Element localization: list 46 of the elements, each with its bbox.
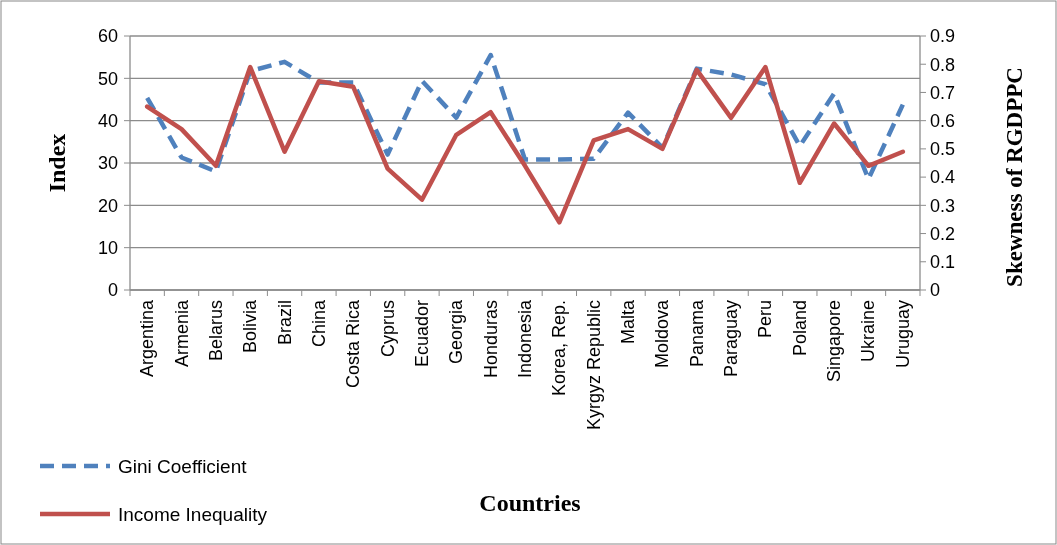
y2-tick-label: 0.1 — [930, 252, 956, 273]
y-tick-label: 40 — [97, 110, 118, 131]
x-tick-label: Costa Rica — [343, 299, 364, 389]
y-tick-label: 30 — [97, 153, 118, 174]
legend-label: Gini Coefficient — [118, 455, 248, 477]
x-tick-label: Bolivia — [240, 299, 261, 354]
legend-label: Income Inequality — [118, 503, 268, 525]
x-tick-label: Georgia — [446, 299, 467, 365]
x-tick-label: Brazil — [274, 300, 295, 346]
x-axis-title: Countries — [479, 490, 581, 516]
x-tick-label: Kyrgyz Republic — [583, 300, 604, 431]
y2-tick-label: 0.8 — [930, 54, 956, 75]
y2-tick-label: 0.9 — [930, 26, 956, 47]
x-tick-label: Ecuador — [411, 300, 432, 368]
x-tick-label: Korea, Rep. — [549, 300, 570, 397]
x-tick-label: Malta — [618, 299, 639, 345]
y2-tick-label: 0.2 — [930, 223, 956, 244]
y-tick-label: 50 — [97, 68, 118, 89]
y-axis-title: Index — [44, 133, 70, 193]
y2-tick-label: 0.4 — [930, 167, 956, 188]
x-tick-label: China — [308, 299, 329, 348]
x-tick-label: Moldova — [652, 299, 673, 369]
y2-axis-title: Skewness of RGDPPC — [1002, 67, 1027, 287]
x-tick-label: Cyprus — [377, 300, 398, 358]
x-tick-label: Ukraine — [858, 300, 879, 363]
y2-tick-label: 0.5 — [930, 139, 956, 160]
y2-tick-label: 0.7 — [930, 82, 956, 103]
x-tick-label: Argentina — [137, 299, 158, 378]
x-tick-label: Poland — [789, 300, 810, 357]
x-tick-label: Singapore — [824, 300, 845, 383]
y-tick-label: 0 — [107, 280, 118, 301]
x-tick-label: Uruguay — [892, 300, 913, 369]
x-tick-label: Armenia — [171, 299, 192, 368]
x-tick-label: Panama — [686, 299, 707, 368]
y2-tick-label: 0.3 — [930, 195, 956, 216]
line-series — [144, 64, 906, 225]
y-tick-label: 60 — [97, 26, 118, 47]
x-tick-label: Honduras — [480, 300, 501, 379]
y-tick-label: 20 — [97, 195, 118, 216]
y2-tick-label: 0 — [930, 280, 941, 301]
y-tick-label: 10 — [97, 237, 118, 258]
x-tick-label: Paraguay — [721, 300, 742, 378]
y2-tick-label: 0.6 — [930, 110, 956, 131]
x-tick-label: Peru — [755, 300, 776, 339]
x-tick-label: Indonesia — [515, 299, 535, 379]
x-tick-label: Belarus — [205, 300, 226, 362]
